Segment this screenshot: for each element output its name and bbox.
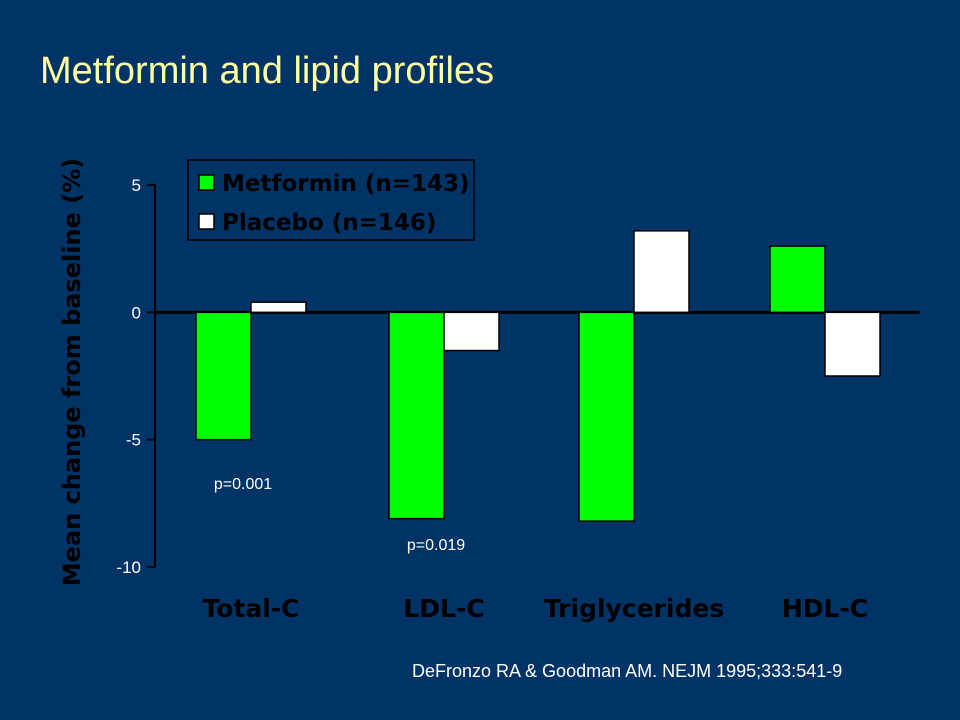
x-category-label: HDL-C: [782, 594, 868, 623]
bar-placebo-hdlc: [824, 311, 881, 377]
legend-swatch: [198, 213, 215, 230]
p-value-annotation: p=0.001: [214, 476, 272, 493]
y-tick-label: -10: [116, 558, 141, 577]
legend-box: [187, 159, 475, 241]
y-tick-label: 5: [132, 176, 141, 195]
citation: DeFronzo RA & Goodman AM. NEJM 1995;333:…: [412, 661, 843, 681]
x-category-label: LDL-C: [403, 594, 484, 623]
bar-metformin-ldlc: [388, 311, 445, 520]
bar-metformin-hdlc: [769, 245, 826, 314]
chart-legend: Metformin (n=143) Placebo (n=146): [187, 159, 475, 241]
chart-labels: Total-C LDL-C Triglycerides HDL-C p=0.001 p=0…: [202, 476, 868, 623]
legend-swatch: [198, 174, 215, 191]
x-category-label: Triglycerides: [544, 594, 724, 623]
p-value-annotation: p=0.019: [407, 537, 465, 554]
bar-metformin-triglycerides: [578, 311, 635, 522]
legend-label: Metformin (n=143): [222, 171, 470, 197]
slide-title: Metformin and lipid profiles: [40, 50, 495, 92]
chart-bars: [195, 230, 881, 522]
y-axis-label: Mean change from baseline (%): [58, 158, 86, 586]
legend-label: Placebo (n=146): [222, 210, 436, 236]
y-tick-label: -5: [126, 431, 141, 450]
bar-placebo-totalc: [250, 301, 307, 314]
bar-metformin-totalc: [195, 311, 252, 441]
bar-placebo-ldlc: [443, 311, 500, 352]
bar-placebo-triglycerides: [633, 230, 690, 314]
x-category-label: Total-C: [202, 594, 299, 623]
y-tick-label: 0: [132, 303, 141, 322]
